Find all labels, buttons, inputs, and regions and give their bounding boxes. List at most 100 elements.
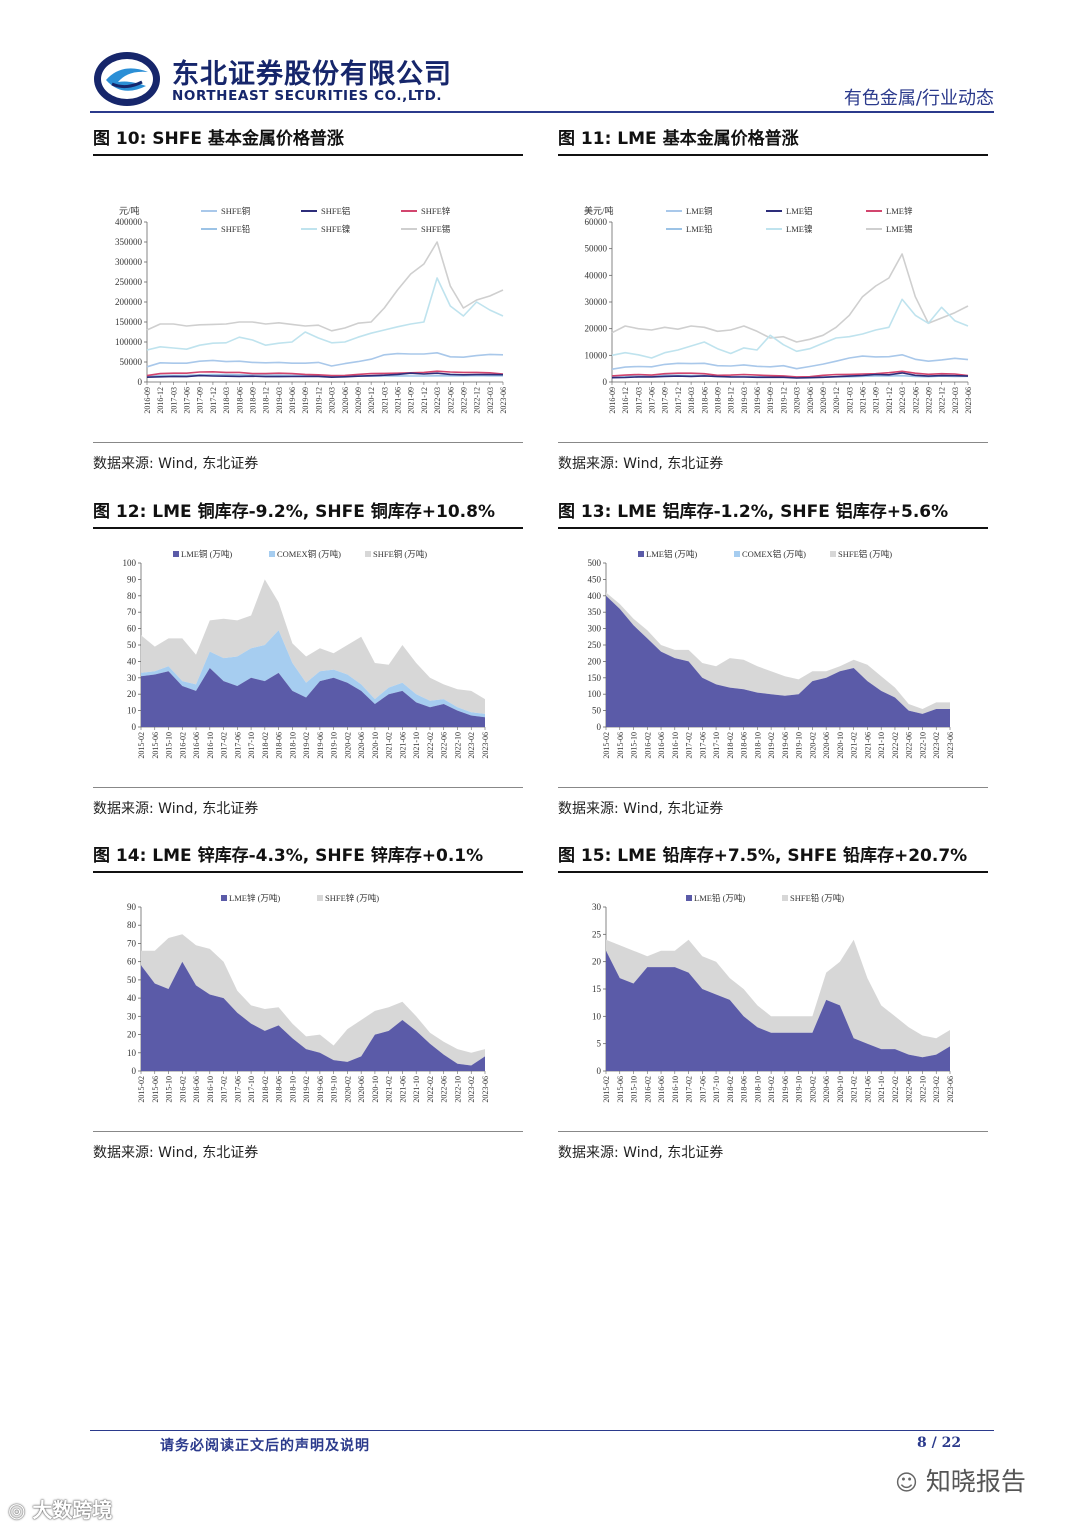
legend-label: SHFE锌 (万吨) xyxy=(325,893,379,903)
y-tick-label: 70 xyxy=(127,607,137,617)
legend-swatch xyxy=(830,551,836,557)
x-tick-label: 2021-03 xyxy=(845,387,854,414)
legend-label: LME铝 (万吨) xyxy=(646,549,697,559)
x-tick-label: 2017-06 xyxy=(698,732,707,759)
y-tick-label: 300000 xyxy=(115,257,143,267)
x-tick-label: 2021-12 xyxy=(885,387,894,414)
chart-copper-inventory: LME铜 (万吨) COMEX铜 (万吨) SHFE铜 (万吨) 0 10 20 30 40 5… xyxy=(123,549,491,759)
x-tick-label: 2022-02 xyxy=(426,1076,435,1103)
x-tick-label: 2021-09 xyxy=(407,387,416,414)
legend-swatch xyxy=(269,551,275,557)
y-tick-label: 300 xyxy=(588,624,602,634)
figure-bottom-rule xyxy=(93,442,523,443)
x-tick-label: 2018-06 xyxy=(275,1076,284,1103)
legend-label: LME镍 xyxy=(786,224,813,234)
x-tick-label: 2016-09 xyxy=(608,387,617,414)
legend-swatch xyxy=(638,551,644,557)
y-tick-label: 0 xyxy=(138,377,143,387)
figure-title-rule xyxy=(558,154,988,156)
legend-label: LME铜 xyxy=(686,206,712,216)
x-tick-label: 2022-12 xyxy=(473,387,482,414)
x-tick-label: 2022-09 xyxy=(924,387,933,414)
watermark-left-text: 大数跨境 xyxy=(32,1498,113,1522)
figure-title-rule xyxy=(93,527,523,529)
y-axis-unit: 美元/吨 xyxy=(584,205,614,216)
x-tick-label: 2016-12 xyxy=(156,387,165,414)
x-tick-label: 2022-10 xyxy=(918,732,927,759)
x-tick-label: 2023-06 xyxy=(946,1076,955,1103)
y-tick-label: 50000 xyxy=(120,357,143,367)
figure-source: 数据来源: Wind, 东北证券 xyxy=(558,1145,724,1161)
x-tick-label: 2023-03 xyxy=(951,387,960,414)
y-tick-label: 0 xyxy=(132,722,137,732)
x-tick-label: 2019-06 xyxy=(781,1076,790,1103)
x-tick-label: 2022-06 xyxy=(440,1076,449,1103)
weibo-icon: ◎ xyxy=(8,1498,26,1522)
x-tick-label: 2019-10 xyxy=(795,1076,804,1103)
y-tick-label: 25 xyxy=(592,929,602,939)
y-tick-label: 350000 xyxy=(115,237,143,247)
y-tick-label: 400000 xyxy=(115,217,143,227)
x-tick-label: 2017-06 xyxy=(698,1076,707,1103)
series-area-LME铝 (万吨) xyxy=(606,595,950,727)
x-tick-label: 2018-06 xyxy=(700,387,709,414)
x-tick-label: 2020-06 xyxy=(341,387,350,414)
y-tick-label: 250000 xyxy=(115,277,143,287)
series-area-SHFE铅 (万吨) xyxy=(606,939,950,1058)
x-tick-label: 2022-02 xyxy=(891,732,900,759)
x-tick-label: 2020-06 xyxy=(357,1076,366,1103)
x-tick-label: 2020-09 xyxy=(819,387,828,414)
figure-title: 图 14: LME 锌库存-4.3%, SHFE 锌库存+0.1% xyxy=(93,846,484,866)
x-tick-label: 2018-06 xyxy=(275,732,284,759)
x-tick-label: 2022-10 xyxy=(453,1076,462,1103)
y-tick-label: 30 xyxy=(592,902,602,912)
y-tick-label: 20000 xyxy=(585,324,608,334)
figure-title: 图 10: SHFE 基本金属价格普涨 xyxy=(93,129,344,149)
x-tick-label: 2021-12 xyxy=(420,387,429,414)
x-tick-label: 2022-06 xyxy=(905,732,914,759)
x-tick-label: 2020-02 xyxy=(343,1076,352,1103)
x-tick-label: 2022-03 xyxy=(433,387,442,414)
x-tick-label: 2016-02 xyxy=(178,1076,187,1103)
legend-label: SHFE铅 (万吨) xyxy=(790,893,844,903)
x-tick-label: 2023-06 xyxy=(481,732,490,759)
y-tick-label: 30000 xyxy=(585,297,608,307)
x-tick-label: 2022-09 xyxy=(459,387,468,414)
legend-swatch xyxy=(782,895,788,901)
x-tick-label: 2016-06 xyxy=(657,1076,666,1103)
x-tick-label: 2018-03 xyxy=(222,387,231,414)
y-tick-label: 15 xyxy=(592,984,602,994)
figure-title-rule xyxy=(558,871,988,873)
legend-label: SHFE铜 (万吨) xyxy=(373,549,427,559)
figure-13: 图 13: LME 铝库存-1.2%, SHFE 铝库存+5.6% LME铝 (… xyxy=(558,499,988,818)
y-tick-label: 60000 xyxy=(585,217,608,227)
x-tick-label: 2019-02 xyxy=(767,1076,776,1103)
x-tick-label: 2017-10 xyxy=(247,732,256,759)
x-tick-label: 2017-03 xyxy=(169,387,178,414)
x-tick-label: 2017-03 xyxy=(634,387,643,414)
series-line-LME镍 xyxy=(611,298,969,359)
x-tick-label: 2017-06 xyxy=(233,1076,242,1103)
figure-bottom-rule xyxy=(558,442,988,443)
figure-title-rule xyxy=(558,527,988,529)
x-tick-label: 2021-10 xyxy=(412,1076,421,1103)
x-tick-label: 2015-02 xyxy=(137,732,146,759)
figure-source: 数据来源: Wind, 东北证券 xyxy=(93,801,259,817)
y-tick-label: 30 xyxy=(127,673,137,683)
x-tick-label: 2021-09 xyxy=(872,387,881,414)
x-tick-label: 2016-06 xyxy=(657,732,666,759)
legend-label: LME锡 xyxy=(886,224,913,234)
x-tick-label: 2023-06 xyxy=(946,732,955,759)
y-tick-label: 150000 xyxy=(115,317,143,327)
x-tick-label: 2016-06 xyxy=(192,732,201,759)
x-tick-label: 2021-10 xyxy=(412,732,421,759)
x-tick-label: 2017-10 xyxy=(712,1076,721,1103)
x-tick-label: 2019-10 xyxy=(330,732,339,759)
figure-10: 图 10: SHFE 基本金属价格普涨 元/吨 SHFE铜 SHFE铝 SHFE锌 SH… xyxy=(93,126,523,473)
series-line-LME铜 xyxy=(611,354,969,370)
x-tick-label: 2018-02 xyxy=(726,732,735,759)
x-tick-label: 2016-10 xyxy=(671,732,680,759)
y-tick-label: 80 xyxy=(127,920,137,930)
figure-title-rule xyxy=(93,154,523,156)
x-tick-label: 2020-02 xyxy=(808,732,817,759)
